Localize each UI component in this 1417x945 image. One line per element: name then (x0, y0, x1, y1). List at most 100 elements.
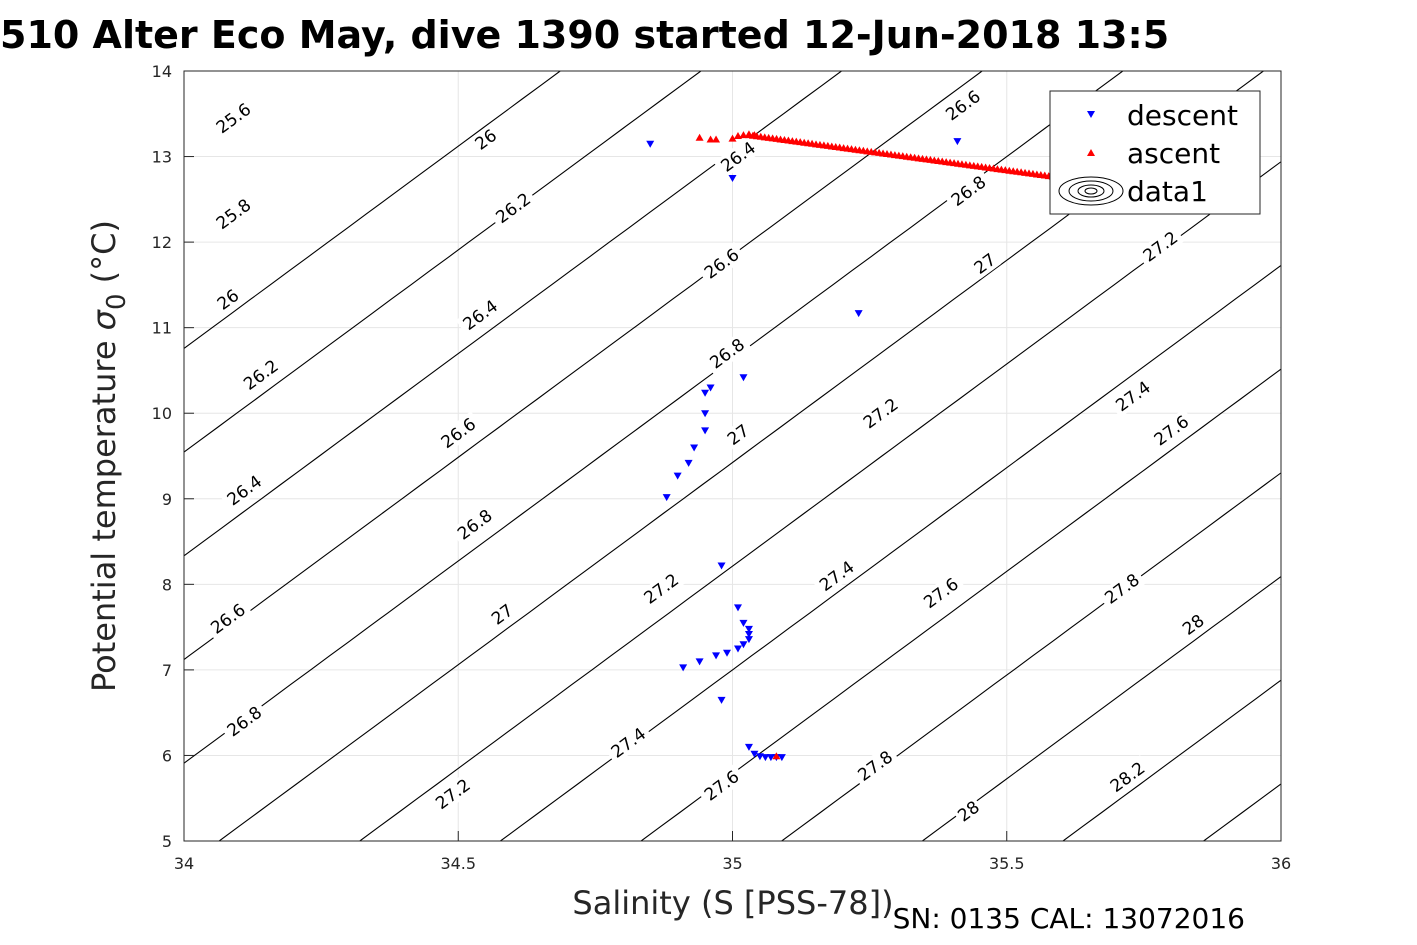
descent-series (646, 138, 962, 762)
isopycnal-line (184, 71, 562, 350)
footer-serial-calibration: SN: 0135 CAL: 13072016 (893, 902, 1245, 935)
descent-point (744, 630, 753, 638)
descent-point (701, 410, 710, 418)
isopycnal-label-bg (219, 699, 269, 743)
isopycnal-label-bg (1135, 224, 1185, 269)
descent-point (854, 310, 863, 318)
isopycnal-line (780, 472, 1281, 841)
ascent-point (695, 133, 704, 141)
isopycnal-label-bg (236, 353, 286, 397)
descent-point (712, 652, 721, 660)
isopycnal-label-bg (1176, 608, 1210, 641)
isopycnal-label-bg (721, 418, 755, 451)
descent-point (739, 374, 748, 382)
y-tick-label: 6 (162, 746, 172, 765)
ascent-point (728, 134, 737, 142)
descent-point (701, 389, 710, 397)
chart-title: 510 Alter Eco May, dive 1390 started 12-… (0, 13, 1169, 57)
isopycnal-label-bg (636, 566, 686, 611)
isopycnal-label-bg (428, 772, 478, 816)
y-tick-label: 5 (162, 832, 172, 851)
y-axis-label-text: Potential temperature (85, 340, 123, 692)
descent-point (739, 619, 748, 627)
contour-legend-icon (1058, 176, 1124, 206)
isopycnal-label-bg (1108, 374, 1158, 418)
isopycnal-label-bg (702, 331, 752, 375)
descent-point (953, 138, 962, 146)
isopycnal-label-bg (916, 571, 966, 615)
x-axis-label: Salinity (S [PSS-78]) (572, 884, 893, 922)
isopycnal-label-bg (812, 554, 862, 598)
descent-point (684, 459, 693, 467)
legend-box (1049, 90, 1261, 215)
y-tick-label: 9 (162, 490, 172, 509)
legend-label-descent: descent (1127, 99, 1238, 132)
isopycnal-label-bg (488, 186, 538, 230)
isopycnal-label-bg (603, 720, 653, 765)
y-tick-label: 7 (162, 661, 172, 680)
y-axis-label-unit: (°C) (85, 220, 123, 283)
legend-label-data1: data1 (1127, 175, 1208, 208)
x-tick-label: 36 (1271, 854, 1291, 873)
descent-point (733, 645, 742, 653)
descent-point (744, 636, 753, 644)
legend-item-ascent: ascent (1087, 137, 1220, 170)
x-axis-ticks: 34 34.5 35 35.5 36 (174, 831, 1291, 873)
isopycnal-line (184, 71, 702, 453)
descent-point (733, 604, 742, 612)
isopycnal-label-bg (697, 241, 746, 286)
x-tick-label: 34.5 (440, 854, 476, 873)
isopycnal-line (184, 71, 984, 661)
isopycnal-label-bg (850, 744, 900, 788)
descent-point (701, 427, 710, 435)
descent-point (766, 754, 775, 762)
isopycnal-label-bg (856, 391, 906, 435)
isopycnal-label-bg (485, 598, 519, 631)
x-tick-label: 34 (174, 854, 194, 873)
y-axis-label-subscript: 0 (102, 293, 132, 310)
isopycnal-line (184, 71, 843, 557)
descent-point (728, 174, 737, 182)
y-tick-label: 8 (162, 575, 172, 594)
descent-point (706, 384, 715, 392)
legend-label-ascent: ascent (1127, 137, 1220, 170)
isopycnal-label-bg (208, 96, 258, 140)
isopycnal-label-bg (943, 169, 993, 213)
descent-point (777, 754, 786, 762)
isopycnal-line (1062, 679, 1281, 841)
descent-point (750, 750, 759, 758)
isopycnal-label-bg (469, 123, 503, 156)
isopycnal-label-bg (938, 83, 988, 127)
legend-marker-ascent (1087, 149, 1095, 156)
y-tick-label: 11 (152, 319, 172, 338)
descent-point (679, 664, 688, 672)
descent-point (662, 494, 671, 502)
ascent-point (706, 135, 715, 143)
y-tick-label: 13 (152, 148, 172, 167)
legend-marker-descent (1087, 111, 1095, 118)
y-tick-label: 10 (152, 404, 172, 423)
descent-point (690, 444, 699, 452)
descent-point (717, 696, 726, 704)
isopycnal-label-bg (203, 596, 253, 641)
x-tick-label: 35 (722, 854, 742, 873)
isopycnal-label-bg (211, 283, 245, 316)
descent-point (744, 743, 753, 751)
descent-point (744, 625, 753, 633)
ascent-point (772, 752, 781, 760)
descent-point (739, 641, 748, 649)
descent-point (646, 140, 655, 148)
y-axis-ticks: 5 6 7 8 9 10 11 12 13 14 (152, 62, 194, 851)
isopycnal-line (921, 575, 1281, 841)
isopycnal-label-bg (713, 134, 763, 179)
descent-point (723, 649, 732, 657)
ascent-series (695, 130, 1104, 760)
isopycnal-label-bg (697, 763, 746, 808)
isopycnal-label-bg (219, 468, 269, 512)
legend-item-descent: descent (1087, 99, 1238, 132)
isopycnal-label-bg (952, 795, 985, 827)
isopycnal-label-bg (450, 502, 500, 547)
isopycnal-line (1286, 28, 1417, 884)
descent-point (673, 472, 682, 480)
